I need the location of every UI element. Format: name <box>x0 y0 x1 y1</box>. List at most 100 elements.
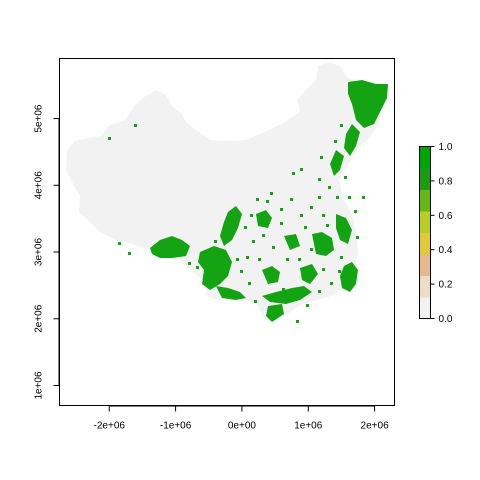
presence-cell <box>236 258 239 261</box>
region-mask <box>66 62 388 322</box>
legend-color-segment <box>419 254 431 276</box>
y-axis: 1e+06 2e+06 3e+06 4e+06 5e+06 <box>34 104 60 400</box>
presence-cell <box>318 178 321 181</box>
presence-cluster <box>348 80 388 128</box>
presence-cell <box>336 196 339 199</box>
presence-cell <box>320 156 323 159</box>
legend-color-segment <box>419 211 431 233</box>
presence-cell <box>300 214 303 217</box>
presence-cluster <box>150 236 190 258</box>
presence-cell <box>246 256 249 259</box>
presence-cell <box>250 214 253 217</box>
y-tick-label: 1e+06 <box>34 371 45 400</box>
presence-cell <box>344 176 347 179</box>
x-tick-label: 2e+06 <box>361 421 390 432</box>
presence-cell <box>328 186 331 189</box>
presence-cell <box>270 192 273 195</box>
presence-cell <box>322 214 325 217</box>
presence-cell <box>298 258 301 261</box>
presence-cluster <box>336 214 352 244</box>
presence-cell <box>338 270 341 273</box>
presence-cell <box>306 304 309 307</box>
presence-cell <box>282 288 285 291</box>
presence-cell <box>362 196 365 199</box>
legend-tick-label: 0.8 <box>439 176 453 187</box>
legend-tick-label: 0.2 <box>439 280 453 291</box>
legend-color-segment <box>419 275 431 298</box>
presence-cell <box>318 290 321 293</box>
presence-cell <box>252 240 255 243</box>
presence-cell <box>256 198 259 201</box>
presence-cell <box>254 300 257 303</box>
presence-cell <box>266 200 269 203</box>
x-axis: -2e+06 -1e+06 0e+00 1e+06 2e+06 <box>94 405 390 432</box>
presence-cell <box>322 268 325 271</box>
presence-cell <box>128 252 131 255</box>
presence-cell <box>340 124 343 127</box>
presence-cell <box>326 224 329 227</box>
legend-frame <box>419 146 431 319</box>
y-tick-label: 3e+06 <box>34 238 45 267</box>
presence-cell <box>262 234 265 237</box>
presence-cell <box>188 262 191 265</box>
presence-cluster <box>262 266 280 284</box>
presence-cell <box>272 246 275 249</box>
y-tick-label: 2e+06 <box>34 304 45 333</box>
presence-cell <box>304 226 307 229</box>
legend-tick-label: 1.0 <box>439 142 453 153</box>
legend-tick-label: 0.0 <box>439 314 453 325</box>
presence-cluster <box>312 232 334 256</box>
presence-cluster <box>266 304 284 322</box>
presence-cell <box>296 320 299 323</box>
presence-cell <box>286 258 289 261</box>
presence-cell <box>330 282 333 285</box>
presence-cluster <box>284 234 300 250</box>
presence-cell <box>310 206 313 209</box>
presence-cell <box>240 270 243 273</box>
presence-cell <box>340 256 343 259</box>
legend-colorbar: 0.0 0.2 0.4 0.6 0.8 1.0 <box>419 142 453 325</box>
presence-cluster <box>344 124 360 156</box>
presence-cluster <box>300 264 318 284</box>
presence-cell <box>214 240 217 243</box>
presence-cell <box>348 196 351 199</box>
presence-cell <box>310 248 313 251</box>
presence-cell <box>248 282 251 285</box>
legend-color-segment <box>419 232 431 255</box>
presence-cell <box>358 110 361 113</box>
presence-cell <box>292 172 295 175</box>
legend-color-segment <box>419 297 431 319</box>
presence-cell <box>356 236 359 239</box>
presence-cluster <box>198 246 232 290</box>
presence-cell <box>370 112 373 115</box>
presence-cell <box>108 137 111 140</box>
presence-cell <box>300 168 303 171</box>
presence-cell <box>280 208 283 211</box>
presence-cells <box>108 80 388 323</box>
presence-cell <box>290 198 293 201</box>
presence-cluster <box>256 210 272 228</box>
region-shape <box>66 62 388 322</box>
presence-cluster <box>220 206 242 246</box>
presence-cell <box>118 242 121 245</box>
presence-cell <box>244 226 247 229</box>
presence-cluster <box>330 150 344 176</box>
x-tick-label: -2e+06 <box>94 421 126 432</box>
presence-cell <box>196 266 199 269</box>
presence-cell <box>318 196 321 199</box>
x-tick-label: 1e+06 <box>294 421 323 432</box>
legend-color-segment <box>419 146 431 169</box>
presence-cell <box>134 124 137 127</box>
presence-cell <box>334 140 337 143</box>
legend-color-segment <box>419 189 431 212</box>
presence-cell <box>280 222 283 225</box>
legend-color-segment <box>419 168 431 190</box>
x-tick-label: -1e+06 <box>160 421 192 432</box>
y-tick-label: 5e+06 <box>34 104 45 133</box>
presence-cluster <box>216 286 246 300</box>
presence-cluster <box>262 286 312 304</box>
presence-cell <box>354 210 357 213</box>
presence-cluster <box>340 262 358 292</box>
legend-tick-label: 0.6 <box>439 211 453 222</box>
